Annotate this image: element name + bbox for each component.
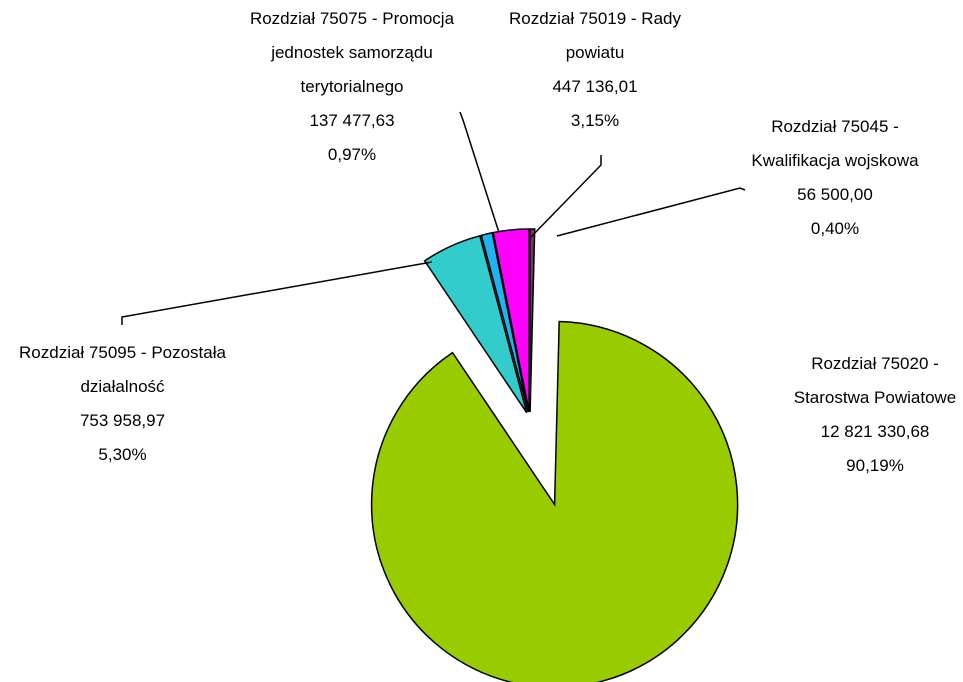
category-label: Rozdział 75095 - Pozostała działalność <box>19 343 226 396</box>
amount-label: 753 958,97 <box>79 411 166 430</box>
category-label: Rozdział 75019 - Rady powiatu <box>509 9 681 62</box>
amount-label: 56 500,00 <box>797 185 873 204</box>
pie-slice <box>370 320 739 682</box>
percent-label: 0,40% <box>810 219 860 238</box>
percent-label: 0,97% <box>327 145 377 164</box>
category-label: Rozdział 75020 - Starostwa Powiatowe <box>793 354 957 407</box>
amount-label: 12 821 330,68 <box>820 422 930 441</box>
slice-label: Rozdział 75095 - Pozostała działalność 75… <box>0 336 245 472</box>
amount-label: 137 477,63 <box>309 111 395 130</box>
category-label: Rozdział 75075 - Promocja jednostek samo… <box>249 9 455 96</box>
leader-line <box>556 187 746 237</box>
slice-label: Rozdział 75019 - Rady powiatu 447 136,01 3… <box>505 2 685 138</box>
leader-line <box>529 155 602 239</box>
slice-label: Rozdział 75075 - Promocja jednostek samo… <box>232 2 472 172</box>
pie-slice <box>529 228 536 413</box>
percent-label: 90,19% <box>846 456 904 475</box>
pie-slice <box>492 228 530 413</box>
leader-line <box>121 261 433 325</box>
slice-label: Rozdział 75020 - Starostwa Powiatowe 12 8… <box>790 347 960 483</box>
amount-label: 447 136,01 <box>552 77 638 96</box>
percent-label: 5,30% <box>98 445 147 464</box>
pie-slice <box>423 234 528 414</box>
slice-label: Rozdział 75045 - Kwalifikacja wojskowa 56… <box>740 110 930 246</box>
pie-slice <box>480 231 529 413</box>
percent-label: 3,15% <box>570 111 620 130</box>
leader-line <box>459 111 503 243</box>
category-label: Rozdział 75045 - Kwalifikacja wojskowa <box>751 117 919 170</box>
